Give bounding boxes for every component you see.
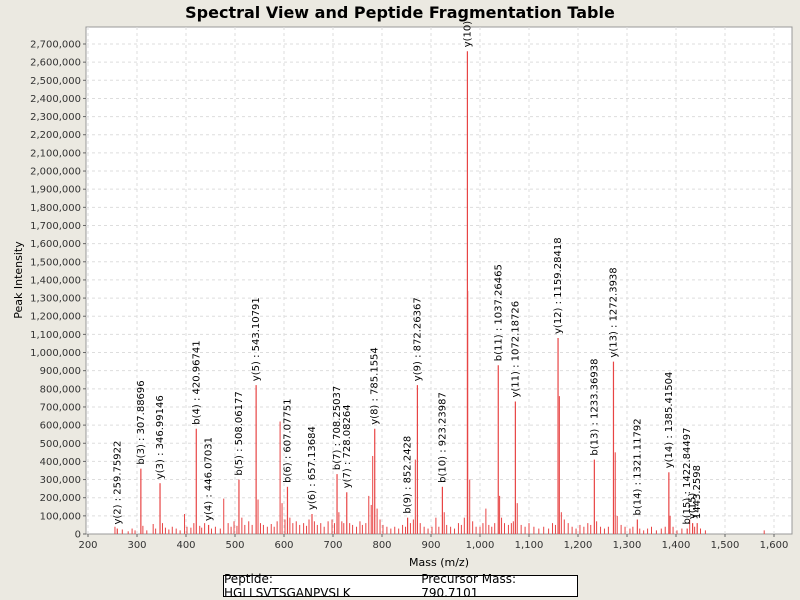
peak-label: y(2) : 259.75922: [112, 441, 123, 525]
y-tick-label: 600,000: [40, 421, 81, 432]
y-tick-label: 2,300,000: [30, 112, 81, 123]
peak-label: y(3) : 346.99146: [155, 395, 166, 479]
y-tick-label: 1,100,000: [30, 330, 81, 341]
peak-label: b(9) : 852.2428: [403, 436, 414, 514]
y-tick-label: 2,600,000: [30, 58, 81, 69]
peak-label: y(14) : 1385.41504: [664, 372, 675, 469]
peak-label: y(9) : 872.26367: [412, 297, 423, 381]
y-tick-label: 1,900,000: [30, 185, 81, 196]
x-tick-label: 1,600: [760, 540, 789, 551]
peptide-info-legend: Peptide: HGLLSVTSGANPVSLK Precursor Mass…: [223, 572, 578, 600]
x-tick-label: 300: [127, 540, 146, 551]
peak-label: y(5) : 543.10791: [251, 297, 262, 381]
peptide-sequence: Peptide: HGLLSVTSGANPVSLK: [224, 572, 351, 600]
x-tick-label: 1,100: [515, 540, 544, 551]
x-tick-label: 700: [323, 540, 342, 551]
peak-label: b(7) : 708.25037: [332, 386, 343, 470]
y-tick-label: 2,100,000: [30, 148, 81, 159]
peak-label: b(3) : 307.88696: [136, 380, 147, 464]
peak-label: b(5) : 508.06177: [234, 391, 245, 475]
x-tick-label: 1,300: [613, 540, 642, 551]
y-tick-label: 1,800,000: [30, 203, 81, 214]
y-tick-label: 2,700,000: [30, 40, 81, 51]
y-tick-label: 800,000: [40, 384, 81, 395]
y-tick-label: 1,000,000: [30, 348, 81, 359]
peak-label: y(7) : 728.08264: [342, 404, 353, 488]
y-tick-label: 1,200,000: [30, 312, 81, 323]
peak-label: b(15) : 1422.84497: [682, 428, 693, 525]
y-tick-label: 400,000: [40, 457, 81, 468]
chart-title: Spectral View and Peptide Fragmentation …: [185, 3, 615, 22]
y-tick-label: 200,000: [40, 493, 81, 504]
x-tick-label: 1,200: [564, 540, 593, 551]
x-axis-label: Mass (m/z): [409, 556, 469, 569]
y-axis-label: Peak Intensity: [12, 241, 25, 319]
y-tick-label: 1,500,000: [30, 257, 81, 268]
x-tick-label: 500: [225, 540, 244, 551]
y-tick-label: 0: [75, 530, 81, 541]
peak-label: y(12) : 1159.28418: [553, 237, 564, 334]
precursor-mass: Precursor Mass: 790.7101: [421, 572, 516, 600]
grid-lines: [86, 27, 792, 534]
y-tick-label: 2,200,000: [30, 130, 81, 141]
y-tick-label: 100,000: [40, 511, 81, 522]
x-tick-label: 1,400: [662, 540, 691, 551]
y-tick-label: 1,700,000: [30, 221, 81, 232]
x-tick-label: 200: [78, 540, 97, 551]
y-tick-label: 900,000: [40, 366, 81, 377]
peak-label: y(13) : 1272.3938: [608, 267, 619, 357]
peak-label: b(10) : 923.23987: [437, 392, 448, 483]
peak-label: y(6) : 657.13684: [307, 426, 318, 510]
x-tick-label: 900: [421, 540, 440, 551]
y-tick-label: 1,600,000: [30, 239, 81, 250]
peak-label: y(4) : 446.07031: [204, 437, 215, 521]
annotated-peaks: [116, 51, 698, 534]
y-tick-label: 700,000: [40, 402, 81, 413]
peak-label: y(15): [688, 493, 699, 520]
peak-labels: y(2) : 259.75922 b(3) : 307.88696 y(3) : 3…: [112, 21, 703, 525]
peak-label: 1443.2598: [692, 465, 703, 519]
x-axis-ticks: 200 300 400 500 600 700 800 900 1,000 1,100 1,200 1…: [78, 534, 788, 551]
y-tick-label: 2,500,000: [30, 76, 81, 87]
peak-label: y(8) : 785.1554: [370, 347, 381, 425]
peak-label: b(13) : 1233.36938: [589, 359, 600, 456]
y-axis-ticks: 0 100,000 200,000 300,000 400,000 500,000 600,…: [30, 40, 86, 541]
x-tick-label: 1,000: [466, 540, 495, 551]
y-tick-label: 300,000: [40, 475, 81, 486]
x-tick-label: 1,500: [711, 540, 740, 551]
x-tick-label: 400: [176, 540, 195, 551]
y-tick-label: 1,300,000: [30, 294, 81, 305]
y-tick-label: 500,000: [40, 439, 81, 450]
minor-peaks: [114, 290, 765, 534]
plot-area: [85, 26, 793, 535]
peak-label: b(6) : 607.07751: [282, 398, 293, 482]
peak-label: y(11) : 1072.18726: [510, 301, 521, 398]
peak-label: b(14) : 1321.11792: [632, 418, 643, 515]
peak-label: y(10): [462, 21, 473, 48]
peak-label: b(4) : 420.96741: [191, 340, 202, 424]
y-tick-label: 2,000,000: [30, 167, 81, 178]
peak-label: b(11) : 1037.26465: [493, 264, 504, 361]
y-tick-label: 2,400,000: [30, 94, 81, 105]
x-tick-label: 800: [372, 540, 391, 551]
y-tick-label: 1,400,000: [30, 275, 81, 286]
x-tick-label: 600: [274, 540, 293, 551]
